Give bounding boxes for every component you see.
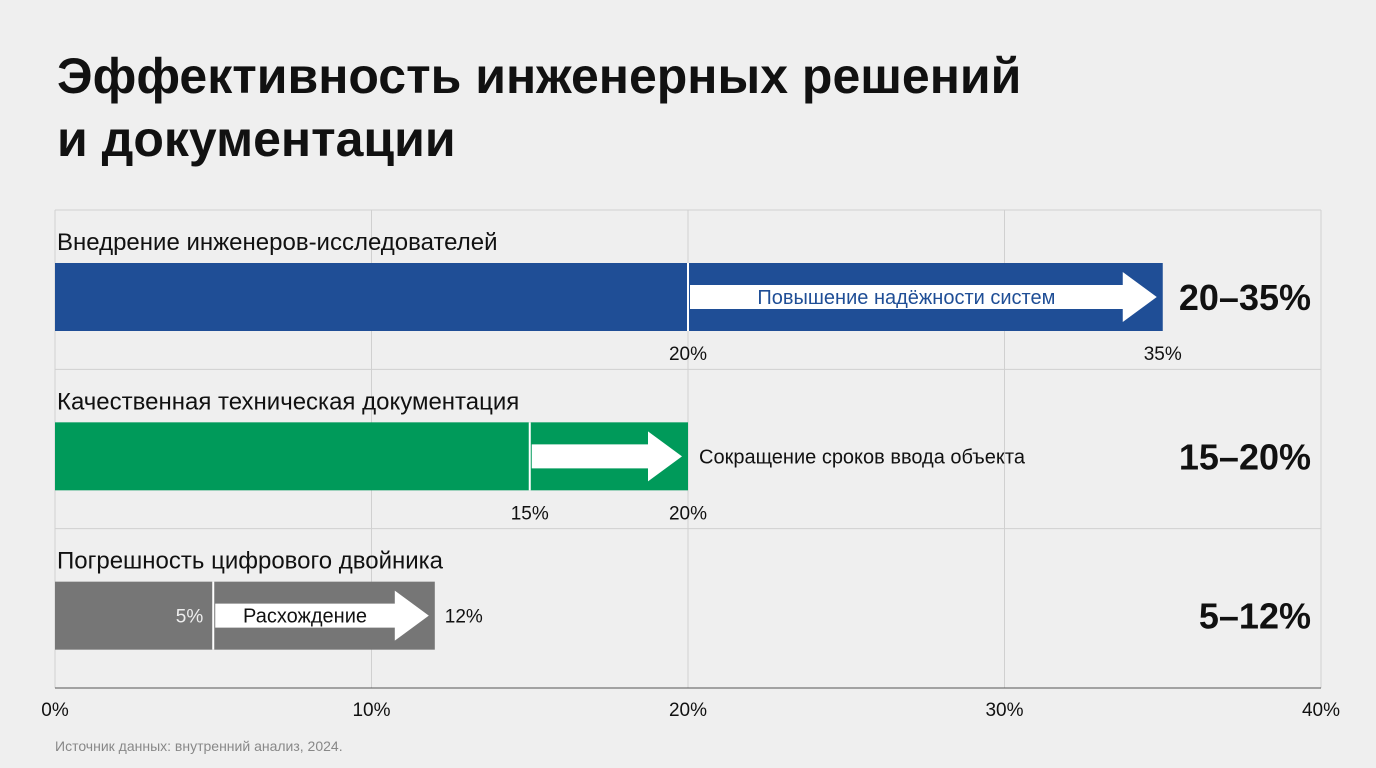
low-label: 5% bbox=[176, 607, 204, 628]
arrow-label: Расхождение bbox=[243, 606, 367, 628]
range-label: 5–12% bbox=[1199, 596, 1311, 637]
x-tick-label: 10% bbox=[352, 700, 390, 721]
high-label: 12% bbox=[445, 607, 483, 628]
row-label: Качественная техническая документация bbox=[57, 388, 519, 415]
arrow-label: Повышение надёжности систем bbox=[757, 287, 1055, 309]
bar-base bbox=[55, 581, 214, 650]
low-label: 20% bbox=[669, 344, 707, 365]
row-label: Погрешность цифрового двойника bbox=[57, 548, 444, 575]
bar-base bbox=[55, 422, 530, 491]
bar-base bbox=[55, 263, 688, 331]
x-tick-label: 0% bbox=[41, 700, 69, 721]
range-label: 20–35% bbox=[1179, 277, 1311, 318]
low-label: 15% bbox=[511, 503, 549, 524]
arrow bbox=[531, 431, 682, 482]
chart-title: и документации bbox=[57, 111, 456, 167]
x-tick-label: 40% bbox=[1302, 700, 1340, 721]
high-label: 35% bbox=[1144, 344, 1182, 365]
arrow bbox=[215, 590, 429, 641]
source-note: Источник данных: внутренний анализ, 2024… bbox=[55, 738, 343, 754]
x-tick-label: 20% bbox=[669, 700, 707, 721]
range-label: 15–20% bbox=[1179, 436, 1311, 477]
x-tick-label: 30% bbox=[985, 700, 1023, 721]
high-label: 20% bbox=[669, 503, 707, 524]
chart-title: Эффективность инженерных решений bbox=[57, 48, 1021, 104]
arrow-label: Сокращение сроков ввода объекта bbox=[699, 446, 1026, 468]
arrow bbox=[690, 272, 1157, 322]
row-label: Внедрение инженеров-исследователей bbox=[57, 229, 497, 256]
